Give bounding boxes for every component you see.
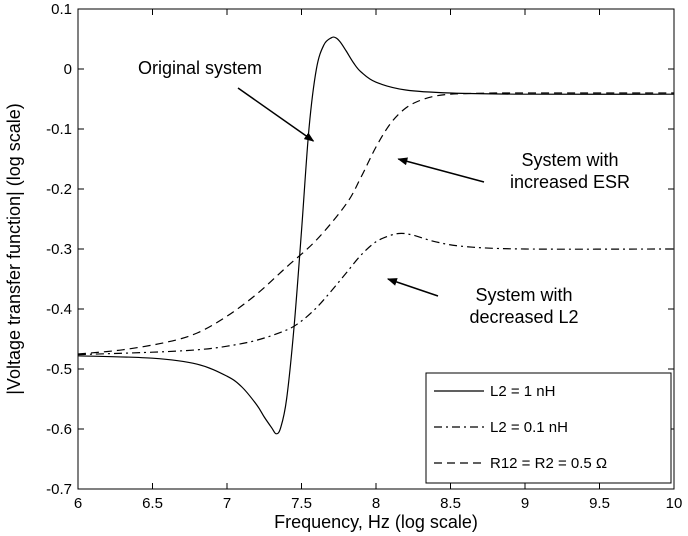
y-tick-label: -0.5 — [46, 361, 72, 378]
x-tick-label: 9.5 — [589, 495, 610, 512]
y-tick-label: 0 — [64, 61, 72, 78]
y-axis-title: |Voltage transfer function| (log scale) — [4, 103, 24, 395]
annotation-text: System with — [475, 285, 572, 305]
x-tick-label: 6.5 — [142, 495, 163, 512]
y-tick-label: -0.6 — [46, 421, 72, 438]
y-tick-label: -0.7 — [46, 481, 72, 498]
annotation-arrow — [397, 157, 485, 183]
x-tick-label: 6 — [74, 495, 82, 512]
x-tick-label: 8.5 — [440, 495, 461, 512]
series-line-1 — [77, 36, 675, 435]
annotation-text: decreased L2 — [469, 307, 578, 327]
x-tick-label: 7.5 — [291, 495, 312, 512]
legend-label: L2 = 1 nH — [490, 383, 555, 400]
axis-ticks: 6 6.5 7 7.5 8 8.5 9 9.5 10 0.1 0 -0.1 -0.2 -0.3 -0.4 -0… — [46, 1, 682, 512]
x-tick-label: 7 — [223, 495, 231, 512]
annotation-text: System with — [521, 150, 618, 170]
legend-label: L2 = 0.1 nH — [490, 419, 568, 436]
y-tick-label: 0.1 — [51, 1, 72, 18]
annotation-text: increased ESR — [510, 172, 630, 192]
annotation-text: Original system — [138, 58, 262, 78]
series-line-3 — [77, 92, 674, 355]
y-tick-label: -0.1 — [46, 121, 72, 138]
legend-label: R12 = R2 = 0.5 Ω — [490, 455, 607, 472]
y-tick-label: -0.4 — [46, 301, 72, 318]
x-axis-title: Frequency, Hz (log scale) — [274, 512, 478, 532]
y-tick-label: -0.2 — [46, 181, 72, 198]
series-layer — [77, 36, 675, 435]
legend: L2 = 1 nH L2 = 0.1 nH R12 = R2 = 0.5 Ω — [425, 372, 672, 484]
annotation-arrow — [237, 87, 315, 142]
x-tick-label: 9 — [521, 495, 529, 512]
annotation-arrow — [386, 278, 439, 297]
y-tick-label: -0.3 — [46, 241, 72, 258]
series-line-2 — [77, 232, 675, 356]
x-tick-label: 10 — [666, 495, 683, 512]
x-tick-label: 8 — [372, 495, 380, 512]
